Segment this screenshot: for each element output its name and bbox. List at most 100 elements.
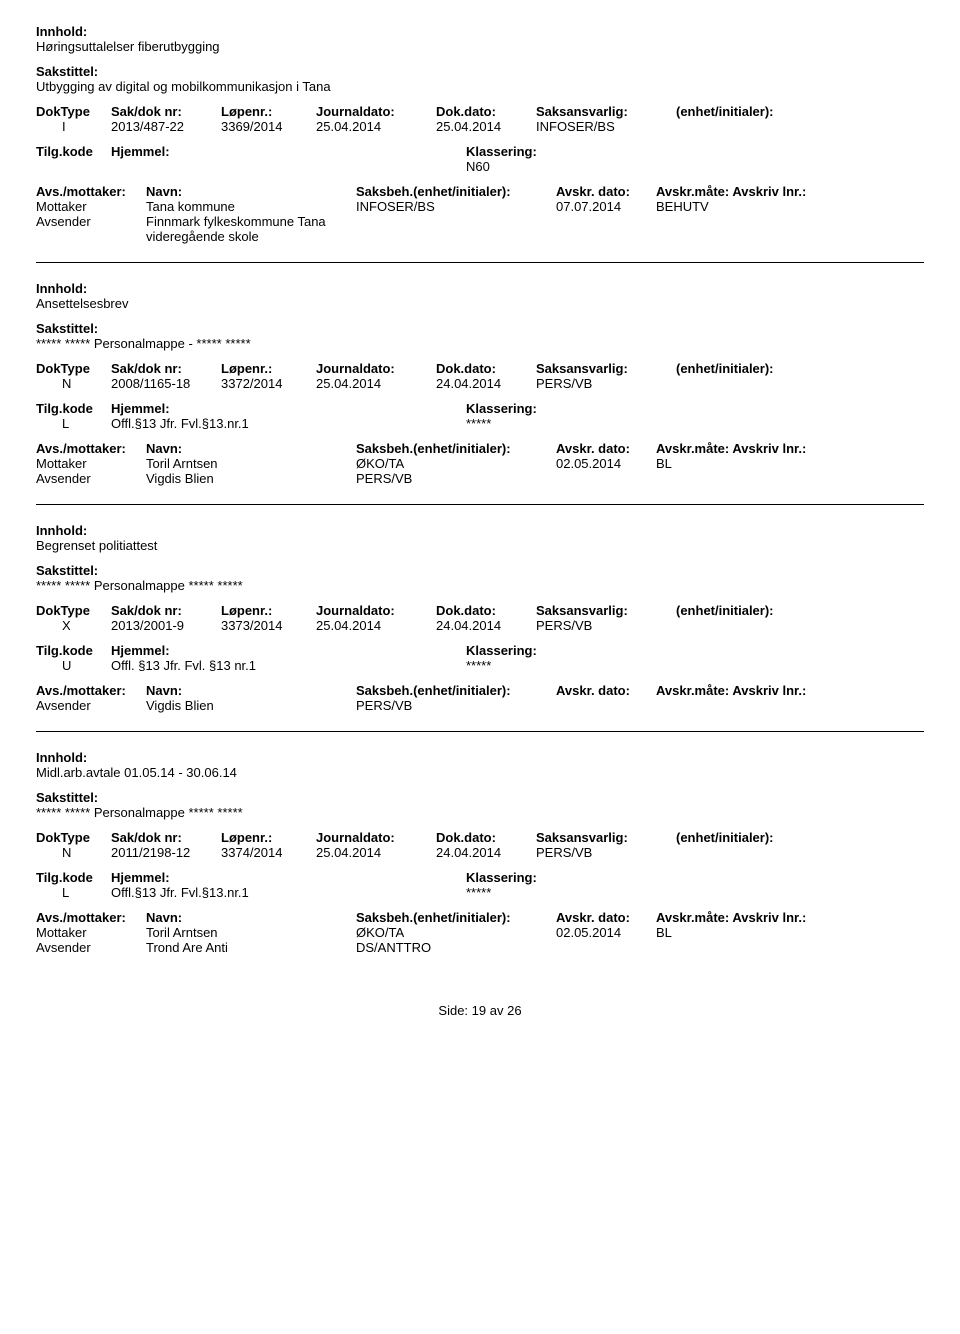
sakdoknr-label: Sak/dok nr: [111, 603, 221, 618]
journal-entry: Innhold: Begrenset politiattest Sakstitt… [36, 523, 924, 732]
tilgkode-value: L [36, 416, 111, 431]
footer-side-label: Side: [438, 1003, 468, 1018]
enhet-label: (enhet/initialer): [676, 104, 816, 119]
avskrmate-lnr-label: Avskr.måte: Avskriv lnr.: [656, 441, 826, 456]
hjemmel-value-row: U Offl. §13 Jfr. Fvl. §13 nr.1 ***** [36, 658, 924, 673]
party-row: Avsender Trond Are Anti DS/ANTTRO [36, 940, 924, 955]
parties-block: Avs./mottaker: Navn: Saksbeh.(enhet/init… [36, 910, 924, 955]
party-saksbeh: ØKO/TA [356, 456, 556, 471]
doktype-value: X [36, 618, 111, 633]
party-role: Mottaker [36, 199, 146, 214]
avskrmate-lnr-label: Avskr.måte: Avskriv lnr.: [656, 683, 826, 698]
sakstittel-value: ***** ***** Personalmappe - ***** ***** [36, 336, 924, 351]
sakstittel-label: Sakstittel: [36, 563, 924, 578]
sakstittel-block: Sakstittel: Utbygging av digital og mobi… [36, 64, 924, 94]
party-avskrmate: BL [656, 456, 826, 471]
party-name: Trond Are Anti [146, 940, 356, 955]
tilgkode-label: Tilg.kode [36, 870, 111, 885]
sakstittel-value: Utbygging av digital og mobilkommunikasj… [36, 79, 924, 94]
klassering-value: ***** [466, 885, 626, 900]
avsmottaker-label: Avs./mottaker: [36, 910, 146, 925]
journal-entry: Innhold: Ansettelsesbrev Sakstittel: ***… [36, 281, 924, 505]
doc-header-row: DokType Sak/dok nr: Løpenr.: Journaldato… [36, 603, 924, 618]
party-role: Avsender [36, 698, 146, 713]
party-saksbeh: DS/ANTTRO [356, 940, 556, 955]
dokdato-label: Dok.dato: [436, 104, 536, 119]
doktype-value: I [36, 119, 111, 134]
party-saksbeh: PERS/VB [356, 471, 556, 486]
sakstittel-block: Sakstittel: ***** ***** Personalmappe - … [36, 321, 924, 351]
sakdoknr-value: 2013/487-22 [111, 119, 221, 134]
party-saksbeh: INFOSER/BS [356, 199, 556, 214]
sakdoknr-value: 2011/2198-12 [111, 845, 221, 860]
party-role: Avsender [36, 214, 146, 229]
parties-block: Avs./mottaker: Navn: Saksbeh.(enhet/init… [36, 683, 924, 713]
party-name: Finnmark fylkeskommune Tana videregående… [146, 214, 356, 244]
klassering-label: Klassering: [466, 144, 626, 159]
party-name: Toril Arntsen [146, 456, 356, 471]
sakstittel-value: ***** ***** Personalmappe ***** ***** [36, 578, 924, 593]
doktype-label: DokType [36, 104, 111, 119]
avskrdato-label: Avskr. dato: [556, 184, 656, 199]
navn-label: Navn: [146, 683, 356, 698]
parties-block: Avs./mottaker: Navn: Saksbeh.(enhet/init… [36, 441, 924, 486]
innhold-block: Innhold: Ansettelsesbrev [36, 281, 924, 311]
journaldato-value: 25.04.2014 [316, 376, 436, 391]
party-name: Vigdis Blien [146, 698, 356, 713]
hjemmel-value: Offl.§13 Jfr. Fvl.§13.nr.1 [111, 885, 466, 900]
hjemmel-label: Hjemmel: [111, 643, 466, 658]
klassering-value: N60 [466, 159, 626, 174]
sakstittel-label: Sakstittel: [36, 321, 924, 336]
party-avskrmate: BEHUTV [656, 199, 826, 214]
dokdato-label: Dok.dato: [436, 603, 536, 618]
tilgkode-label: Tilg.kode [36, 144, 111, 159]
journaldato-label: Journaldato: [316, 361, 436, 376]
party-role: Avsender [36, 471, 146, 486]
hjemmel-label: Hjemmel: [111, 870, 466, 885]
saksansvarlig-label: Saksansvarlig: [536, 603, 676, 618]
doktype-label: DokType [36, 830, 111, 845]
saksansvarlig-label: Saksansvarlig: [536, 104, 676, 119]
saksbeh-label: Saksbeh.(enhet/initialer): [356, 683, 556, 698]
doc-value-row: I 2013/487-22 3369/2014 25.04.2014 25.04… [36, 119, 924, 134]
sakstittel-block: Sakstittel: ***** ***** Personalmappe **… [36, 790, 924, 820]
dokdato-value: 25.04.2014 [436, 119, 536, 134]
enhet-label: (enhet/initialer): [676, 603, 816, 618]
avsmottaker-label: Avs./mottaker: [36, 184, 146, 199]
saksansvarlig-label: Saksansvarlig: [536, 830, 676, 845]
doc-header-row: DokType Sak/dok nr: Løpenr.: Journaldato… [36, 104, 924, 119]
party-row: Mottaker Tana kommune INFOSER/BS 07.07.2… [36, 199, 924, 214]
footer-total: 26 [507, 1003, 521, 1018]
dokdato-value: 24.04.2014 [436, 618, 536, 633]
innhold-label: Innhold: [36, 281, 924, 296]
party-row: Mottaker Toril Arntsen ØKO/TA 02.05.2014… [36, 925, 924, 940]
party-name: Toril Arntsen [146, 925, 356, 940]
sakstittel-label: Sakstittel: [36, 64, 924, 79]
navn-label: Navn: [146, 910, 356, 925]
doktype-label: DokType [36, 361, 111, 376]
sakstittel-value: ***** ***** Personalmappe ***** ***** [36, 805, 924, 820]
doc-value-row: N 2011/2198-12 3374/2014 25.04.2014 24.0… [36, 845, 924, 860]
saksansvarlig-value: PERS/VB [536, 845, 676, 860]
parties-header: Avs./mottaker: Navn: Saksbeh.(enhet/init… [36, 910, 924, 925]
saksbeh-label: Saksbeh.(enhet/initialer): [356, 910, 556, 925]
party-row: Mottaker Toril Arntsen ØKO/TA 02.05.2014… [36, 456, 924, 471]
avsmottaker-label: Avs./mottaker: [36, 441, 146, 456]
tilgkode-value: L [36, 885, 111, 900]
enhet-label: (enhet/initialer): [676, 361, 816, 376]
hjemmel-label: Hjemmel: [111, 401, 466, 416]
entries-container: Innhold: Høringsuttalelser fiberutbyggin… [36, 24, 924, 973]
tilgkode-value: U [36, 658, 111, 673]
klassering-label: Klassering: [466, 870, 626, 885]
party-role: Avsender [36, 940, 146, 955]
innhold-block: Innhold: Midl.arb.avtale 01.05.14 - 30.0… [36, 750, 924, 780]
klassering-label: Klassering: [466, 401, 626, 416]
hjemmel-header-row: Tilg.kode Hjemmel: Klassering: [36, 401, 924, 416]
saksansvarlig-value: PERS/VB [536, 618, 676, 633]
innhold-label: Innhold: [36, 750, 924, 765]
hjemmel-value-row: N60 [36, 159, 924, 174]
sakdoknr-label: Sak/dok nr: [111, 361, 221, 376]
doc-header-row: DokType Sak/dok nr: Løpenr.: Journaldato… [36, 830, 924, 845]
party-saksbeh: PERS/VB [356, 698, 556, 713]
dokdato-value: 24.04.2014 [436, 845, 536, 860]
